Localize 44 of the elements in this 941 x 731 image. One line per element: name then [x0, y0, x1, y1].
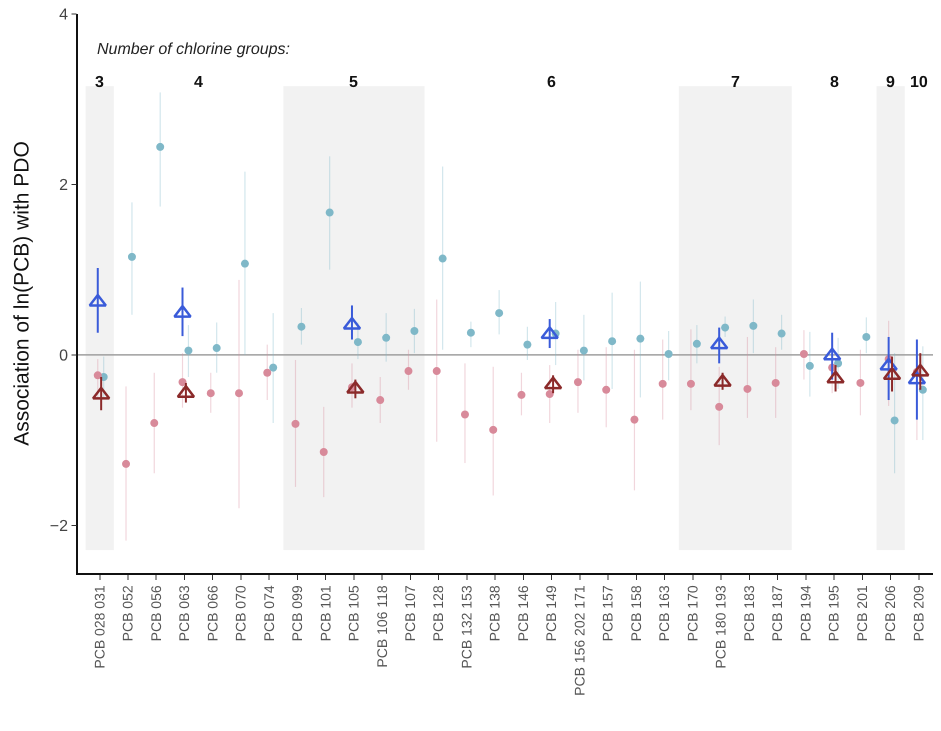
x-tick-label: PCB 170: [684, 585, 700, 642]
x-tick-label: PCB 195: [826, 585, 842, 642]
x-tick-label: PCB 028 031: [91, 585, 108, 669]
x-tick-label: PCB 074: [260, 585, 277, 642]
x-tick-label: PCB 149: [543, 585, 560, 642]
x-tick-label: PCB 183: [740, 585, 757, 642]
x-tick-label: PCB 157: [600, 585, 616, 642]
x-tick-label: PCB 063: [176, 585, 192, 642]
band-label: 9: [886, 74, 895, 91]
x-tick-label: PCB 146: [514, 585, 531, 642]
x-tick-label: PCB 105: [346, 585, 362, 642]
y-axis-title: Association of ln(PCB) with PDO: [10, 141, 34, 446]
x-tick-label: PCB 132 153: [458, 585, 474, 669]
x-tick-label: PCB 106 118: [374, 585, 390, 668]
y-tick-label: −2: [50, 518, 68, 535]
x-tick-label: PCB 194: [797, 585, 814, 642]
x-tick-label: PCB 138: [486, 585, 503, 642]
annotation: 4: [194, 74, 203, 91]
x-tick-label: PCB 209: [910, 585, 926, 642]
band-label: 3: [95, 74, 104, 91]
annotation: 8: [830, 74, 839, 91]
x-tick-label: PCB 158: [628, 585, 644, 642]
x-tick-label: PCB 056: [148, 585, 164, 642]
annotation: 6: [547, 74, 556, 91]
x-tick-label: PCB 180 193: [712, 585, 729, 669]
x-tick-label: PCB 099: [289, 585, 306, 642]
x-tick-label: PCB 101: [317, 585, 334, 642]
band-label: 7: [731, 74, 740, 91]
y-tick-label: 4: [59, 6, 68, 24]
x-tick-label: PCB 107: [402, 585, 418, 642]
x-tick-label: PCB 201: [854, 585, 870, 642]
x-tick-label: PCB 052: [120, 585, 136, 642]
y-tick-label: 0: [59, 347, 68, 364]
x-tick-label: PCB 066: [204, 585, 220, 642]
annotation: Number of chlorine groups:: [97, 41, 290, 58]
band-label: 5: [349, 74, 358, 91]
x-tick-label: PCB 206: [882, 585, 898, 642]
x-tick-label: PCB 070: [232, 585, 249, 642]
x-tick-label: PCB 187: [769, 585, 786, 642]
annotation: 10: [910, 74, 928, 91]
x-tick-label: PCB 163: [656, 585, 672, 642]
x-tick-label: PCB 128: [430, 585, 446, 642]
y-tick-label: 2: [59, 177, 68, 194]
x-tick-label: PCB 156 202 171: [571, 585, 588, 696]
